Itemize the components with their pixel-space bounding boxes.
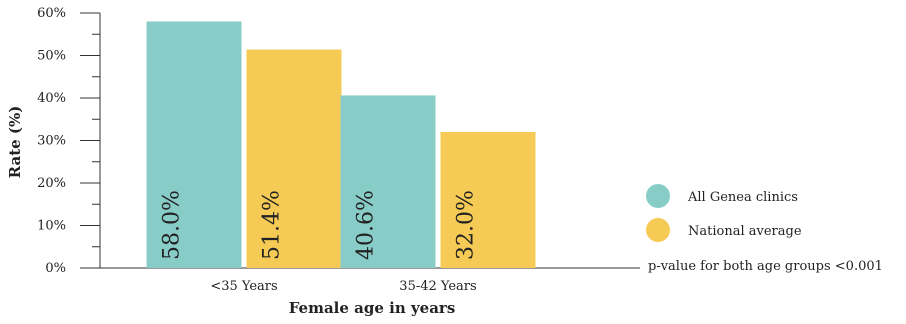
- legend-label: All Genea clinics: [687, 190, 798, 205]
- bar-data-label: 40.6%: [354, 190, 379, 260]
- y-tick-label: 20%: [37, 176, 66, 191]
- legend-label: National average: [688, 224, 802, 239]
- x-tick-label: 35-42 Years: [399, 279, 476, 294]
- p-value-note: p-value for both age groups <0.001: [648, 259, 883, 274]
- bar: [440, 132, 536, 268]
- y-axis-title: Rate (%): [6, 106, 24, 179]
- y-tick-label: 30%: [37, 134, 66, 149]
- bar-data-label: 32.0%: [454, 190, 479, 260]
- legend-swatch: [646, 184, 670, 208]
- bar-data-label: 58.0%: [160, 190, 185, 260]
- y-tick-label: 0%: [45, 261, 66, 276]
- legend-swatch: [646, 218, 670, 242]
- legend: All Genea clinics National average: [646, 184, 802, 242]
- bar: [340, 95, 436, 268]
- y-tick-label: 60%: [37, 6, 66, 21]
- bar: [246, 49, 342, 268]
- y-tick-label: 50%: [37, 49, 66, 64]
- x-axis-title: Female age in years: [289, 299, 456, 317]
- x-tick-label: <35 Years: [210, 279, 277, 294]
- y-tick-label: 40%: [37, 91, 66, 106]
- bars: 58.0% 51.4% 40.6% 32.0%: [146, 21, 536, 268]
- bar-data-label: 51.4%: [260, 190, 285, 260]
- bar: [146, 21, 242, 268]
- y-tick-label: 10%: [37, 219, 66, 234]
